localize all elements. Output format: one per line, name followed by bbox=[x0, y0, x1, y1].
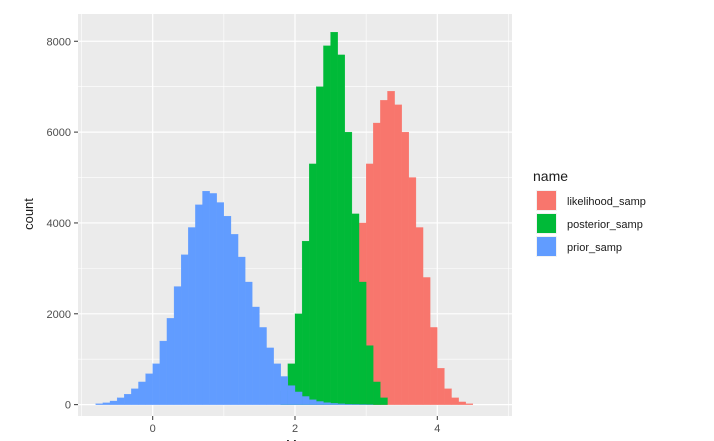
histogram-bar bbox=[138, 381, 146, 405]
histogram-bar bbox=[351, 213, 360, 405]
histogram-bar bbox=[259, 327, 267, 405]
histogram-bar bbox=[430, 327, 438, 405]
histogram-bar bbox=[152, 363, 160, 405]
histogram-bar bbox=[145, 373, 153, 405]
histogram-bar bbox=[373, 122, 381, 405]
histogram-bar bbox=[95, 403, 104, 405]
histogram-bar bbox=[294, 313, 303, 405]
histogram-bar bbox=[287, 385, 296, 405]
legend-swatch bbox=[537, 191, 556, 210]
histogram-bar bbox=[301, 240, 310, 405]
histogram-bars bbox=[95, 32, 474, 405]
histogram-bar bbox=[181, 254, 189, 405]
histogram-bar bbox=[294, 391, 303, 405]
histogram-bar bbox=[380, 100, 388, 405]
y-axis: 0 2000 4000 6000 8000 bbox=[47, 36, 78, 412]
histogram-bar bbox=[437, 368, 445, 405]
histogram-bar bbox=[266, 347, 274, 405]
x-tick-label: 4 bbox=[434, 423, 440, 435]
histogram-bar bbox=[408, 177, 417, 405]
histogram-bar bbox=[373, 381, 381, 405]
histogram-bar bbox=[188, 227, 196, 405]
histogram-bar bbox=[237, 256, 246, 405]
histogram-bar bbox=[380, 397, 388, 405]
histogram-bar bbox=[245, 281, 253, 405]
histogram-bar bbox=[166, 318, 175, 405]
y-tick-label: 6000 bbox=[47, 127, 71, 139]
legend-label: prior_samp bbox=[567, 242, 622, 254]
histogram-bar bbox=[451, 397, 459, 405]
histogram-bar bbox=[337, 54, 345, 405]
legend-swatch bbox=[537, 237, 556, 256]
histogram-bar bbox=[444, 388, 452, 405]
x-tick-label: 0 bbox=[150, 423, 156, 435]
histogram-bar bbox=[394, 104, 402, 405]
y-tick-label: 4000 bbox=[47, 218, 71, 230]
histogram-bar bbox=[202, 191, 210, 405]
histogram-bar bbox=[458, 401, 466, 405]
histogram-bar bbox=[323, 45, 331, 405]
histogram-bar bbox=[116, 397, 125, 405]
histogram-bar bbox=[109, 400, 118, 405]
histogram-bar bbox=[422, 277, 431, 405]
histogram-bar bbox=[415, 227, 424, 405]
y-tick-label: 0 bbox=[65, 400, 71, 412]
histogram-bar bbox=[301, 396, 310, 405]
histogram-bar bbox=[358, 281, 367, 405]
histogram-bar bbox=[309, 163, 317, 405]
histogram-bar bbox=[209, 193, 217, 405]
histogram-bar bbox=[316, 86, 324, 405]
histogram-bar bbox=[124, 394, 132, 405]
histogram-bar bbox=[337, 403, 345, 405]
y-tick-label: 2000 bbox=[47, 309, 71, 321]
series-prior_samp bbox=[95, 191, 374, 405]
legend-title: name bbox=[533, 168, 568, 184]
histogram-bar bbox=[216, 202, 225, 405]
histogram-bar bbox=[309, 399, 317, 405]
histogram-bar bbox=[330, 32, 338, 405]
x-axis-title: Mu bbox=[286, 437, 304, 441]
histogram-bar bbox=[195, 204, 203, 405]
histogram-bar bbox=[365, 345, 374, 405]
histogram-bar bbox=[316, 401, 324, 405]
legend: name likelihood_samp posterior_samp prior_… bbox=[533, 168, 646, 257]
histogram-bar bbox=[401, 131, 409, 405]
legend-label: likelihood_samp bbox=[567, 196, 646, 208]
y-axis-title: count bbox=[21, 198, 36, 230]
histogram-bar bbox=[280, 376, 289, 405]
x-tick-label: 2 bbox=[292, 423, 298, 435]
histogram-bar bbox=[273, 363, 281, 405]
histogram-bar bbox=[131, 388, 139, 405]
histogram-bar bbox=[344, 131, 353, 405]
histogram-bar bbox=[102, 402, 111, 405]
y-tick-label: 8000 bbox=[47, 36, 71, 48]
histogram-bar bbox=[230, 234, 239, 405]
legend-label: posterior_samp bbox=[567, 219, 643, 231]
histogram-bar bbox=[465, 403, 474, 405]
x-axis: 0 2 4 bbox=[150, 416, 440, 435]
histogram-bar bbox=[323, 402, 331, 405]
histogram-bar bbox=[159, 340, 168, 405]
histogram-bar bbox=[387, 91, 395, 405]
legend-swatch bbox=[537, 214, 556, 233]
histogram-bar bbox=[330, 403, 338, 405]
histogram-bar bbox=[252, 306, 260, 405]
histogram-bar bbox=[173, 286, 182, 405]
series-posterior_samp bbox=[280, 32, 388, 405]
histogram-bar bbox=[223, 215, 232, 405]
